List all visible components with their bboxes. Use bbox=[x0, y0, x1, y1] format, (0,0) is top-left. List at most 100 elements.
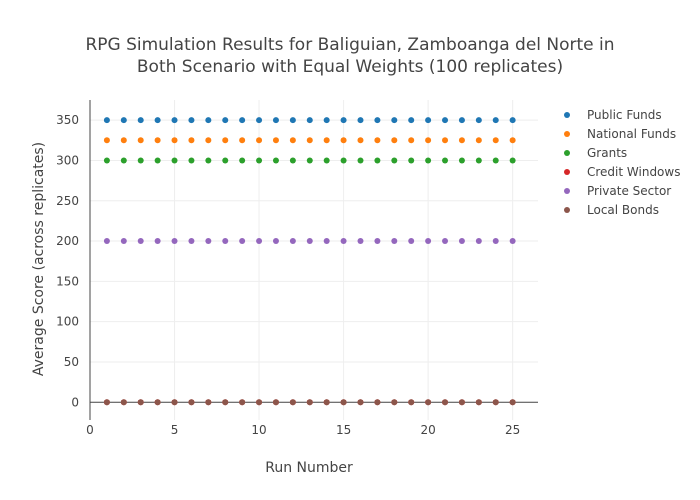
point-private-sector bbox=[391, 238, 398, 245]
point-grants bbox=[154, 157, 161, 164]
point-local-bonds bbox=[272, 399, 279, 406]
point-private-sector bbox=[408, 238, 415, 245]
legend-label: National Funds bbox=[587, 127, 676, 141]
point-local-bonds bbox=[120, 399, 127, 406]
point-grants bbox=[458, 157, 465, 164]
point-grants bbox=[171, 157, 178, 164]
point-private-sector bbox=[357, 238, 364, 245]
point-private-sector bbox=[442, 238, 449, 245]
legend-item-grants[interactable]: Grants bbox=[564, 146, 627, 160]
point-national-funds bbox=[256, 137, 263, 144]
point-local-bonds bbox=[103, 399, 110, 406]
point-national-funds bbox=[442, 137, 449, 144]
legend-item-private-sector[interactable]: Private Sector bbox=[564, 184, 671, 198]
point-local-bonds bbox=[306, 399, 313, 406]
point-local-bonds bbox=[256, 399, 263, 406]
point-grants bbox=[509, 157, 516, 164]
point-grants bbox=[205, 157, 212, 164]
point-private-sector bbox=[188, 238, 195, 245]
point-local-bonds bbox=[205, 399, 212, 406]
point-private-sector bbox=[256, 238, 263, 245]
point-public-funds bbox=[408, 117, 415, 124]
point-public-funds bbox=[289, 117, 296, 124]
x-axis-title: Run Number bbox=[265, 460, 353, 476]
x-tick-label: 10 bbox=[251, 423, 266, 437]
point-grants bbox=[357, 157, 364, 164]
point-public-funds bbox=[137, 117, 144, 124]
point-grants bbox=[272, 157, 279, 164]
point-grants bbox=[408, 157, 415, 164]
legend[interactable]: Public Funds National Funds Grants Credit W… bbox=[564, 108, 680, 217]
point-national-funds bbox=[374, 137, 381, 144]
point-grants bbox=[374, 157, 381, 164]
point-private-sector bbox=[425, 238, 432, 245]
point-public-funds bbox=[222, 117, 229, 124]
point-private-sector bbox=[171, 238, 178, 245]
legend-item-local-bonds[interactable]: Local Bonds bbox=[564, 203, 659, 217]
point-public-funds bbox=[475, 117, 482, 124]
point-private-sector bbox=[323, 238, 330, 245]
point-public-funds bbox=[374, 117, 381, 124]
legend-label: Public Funds bbox=[587, 108, 662, 122]
y-tick-label: 200 bbox=[56, 234, 79, 248]
point-private-sector bbox=[103, 238, 110, 245]
point-grants bbox=[222, 157, 229, 164]
y-tick-label: 150 bbox=[56, 274, 79, 288]
point-public-funds bbox=[492, 117, 499, 124]
legend-marker bbox=[564, 188, 570, 194]
point-public-funds bbox=[205, 117, 212, 124]
point-public-funds bbox=[458, 117, 465, 124]
point-public-funds bbox=[340, 117, 347, 124]
point-national-funds bbox=[222, 137, 229, 144]
point-public-funds bbox=[509, 117, 516, 124]
point-local-bonds bbox=[391, 399, 398, 406]
point-public-funds bbox=[391, 117, 398, 124]
point-grants bbox=[289, 157, 296, 164]
x-tick-label: 5 bbox=[171, 423, 179, 437]
point-private-sector bbox=[458, 238, 465, 245]
legend-item-national-funds[interactable]: National Funds bbox=[564, 127, 676, 141]
point-public-funds bbox=[272, 117, 279, 124]
point-private-sector bbox=[222, 238, 229, 245]
data-points bbox=[103, 117, 516, 406]
point-private-sector bbox=[154, 238, 161, 245]
point-national-funds bbox=[425, 137, 432, 144]
point-national-funds bbox=[391, 137, 398, 144]
legend-marker bbox=[564, 131, 570, 137]
point-public-funds bbox=[323, 117, 330, 124]
point-national-funds bbox=[103, 137, 110, 144]
point-local-bonds bbox=[171, 399, 178, 406]
point-local-bonds bbox=[137, 399, 144, 406]
point-private-sector bbox=[340, 238, 347, 245]
point-national-funds bbox=[306, 137, 313, 144]
y-tick-label: 250 bbox=[56, 194, 79, 208]
legend-item-public-funds[interactable]: Public Funds bbox=[564, 108, 662, 122]
point-private-sector bbox=[272, 238, 279, 245]
point-private-sector bbox=[137, 238, 144, 245]
point-public-funds bbox=[103, 117, 110, 124]
legend-marker bbox=[564, 169, 570, 175]
point-public-funds bbox=[425, 117, 432, 124]
point-private-sector bbox=[374, 238, 381, 245]
legend-marker bbox=[564, 150, 570, 156]
point-private-sector bbox=[289, 238, 296, 245]
point-national-funds bbox=[137, 137, 144, 144]
point-public-funds bbox=[357, 117, 364, 124]
point-national-funds bbox=[239, 137, 246, 144]
point-grants bbox=[188, 157, 195, 164]
point-local-bonds bbox=[475, 399, 482, 406]
grid bbox=[90, 100, 538, 420]
point-national-funds bbox=[120, 137, 127, 144]
point-local-bonds bbox=[154, 399, 161, 406]
chart-title-line-2: Both Scenario with Equal Weights (100 re… bbox=[137, 57, 563, 77]
point-local-bonds bbox=[188, 399, 195, 406]
point-local-bonds bbox=[509, 399, 516, 406]
point-public-funds bbox=[120, 117, 127, 124]
point-local-bonds bbox=[408, 399, 415, 406]
x-tick-label: 20 bbox=[420, 423, 435, 437]
x-tick-label: 0 bbox=[86, 423, 94, 437]
y-tick-label: 350 bbox=[56, 113, 79, 127]
legend-item-credit-windows[interactable]: Credit Windows bbox=[564, 165, 680, 179]
point-national-funds bbox=[475, 137, 482, 144]
